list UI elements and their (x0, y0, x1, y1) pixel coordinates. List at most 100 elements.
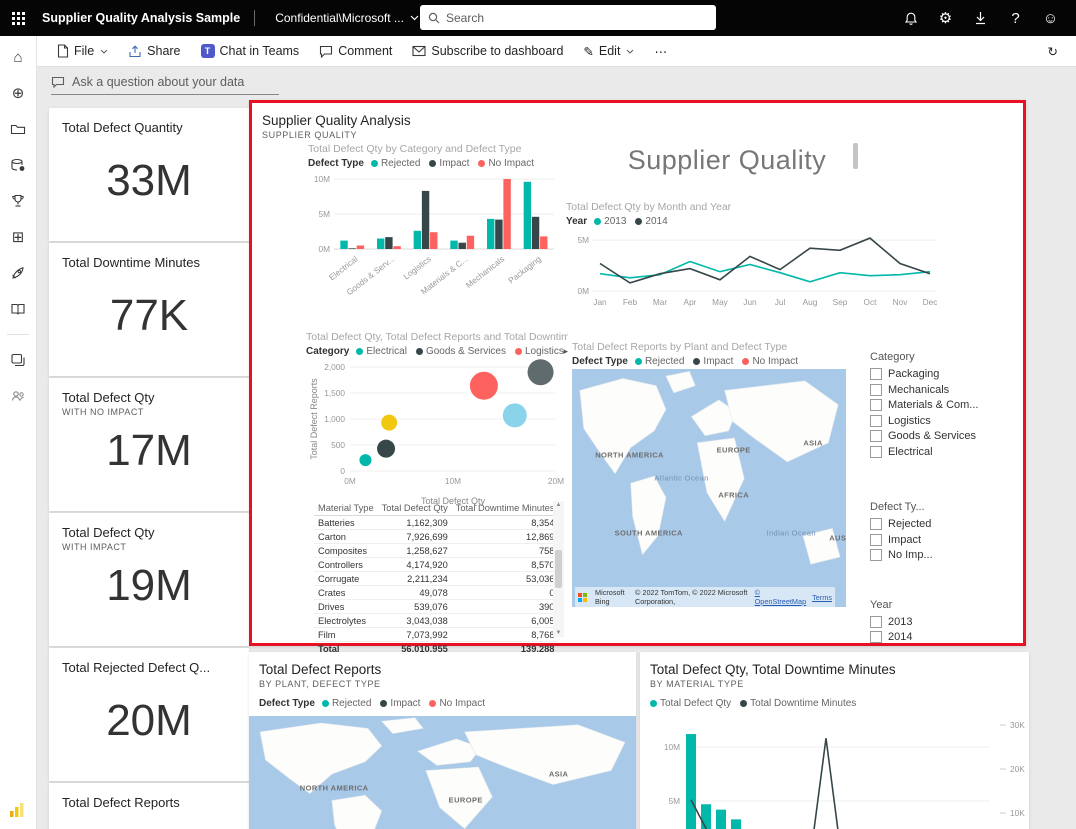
column-header[interactable]: Material Type (314, 501, 378, 516)
legend-item[interactable]: Total Downtime Minutes (740, 698, 856, 709)
slicer-checkbox-item[interactable]: Electrical (870, 445, 1020, 458)
line-chart[interactable]: 0M 5M Jan Feb Mar Apr May Jun Jul Aug Sep Oct Nov Dec (566, 229, 946, 319)
slicer-checkbox-item[interactable]: No Imp... (870, 549, 1020, 561)
table-row[interactable]: Drives 539,076 390 (314, 599, 559, 614)
kpi-tile-defect-qty-no-impact[interactable]: Total Defect Qty WITH NO IMPACT 17M (49, 378, 249, 511)
table-row[interactable]: Composites 1,258,627 758 (314, 543, 559, 558)
nav-my-workspace-button[interactable] (6, 385, 30, 407)
world-map-visual[interactable]: NORTH AMERICA EUROPE ASIA Atlantic Ocean AFR… (572, 369, 846, 607)
global-search-input[interactable]: Search (420, 5, 716, 30)
slicer-checkbox-item[interactable]: Packaging (870, 368, 1020, 380)
world-map-visual[interactable]: Pacific OceanNORTH AMERICAEUROPEASIAAtla… (249, 716, 636, 829)
help-button[interactable]: ? (998, 0, 1033, 36)
slicer-checkbox-item[interactable]: Rejected (870, 518, 1020, 530)
legend-item[interactable]: Logistics (514, 346, 564, 357)
bar-chart[interactable]: 0M 5M 10M Electrical Goods & Serv... Logistic… (308, 171, 566, 316)
checkbox[interactable] (870, 414, 882, 427)
nav-apps-button[interactable]: ⊞ (6, 226, 30, 248)
subscribe-button[interactable]: Subscribe to dashboard (404, 40, 571, 62)
nav-browse-button[interactable] (6, 118, 30, 140)
main-dashboard-tile-supplier-quality[interactable]: Supplier Quality Analysis SUPPLIER QUALI… (249, 100, 1026, 673)
slicer-checkbox-item[interactable]: Goods & Services (870, 430, 1020, 442)
file-menu-button[interactable]: File (49, 40, 116, 62)
legend-item[interactable]: Total Defect Qty (650, 698, 731, 709)
feedback-button[interactable]: ☺ (1033, 0, 1068, 36)
notifications-button[interactable] (893, 0, 928, 36)
settings-button[interactable]: ⚙ (928, 0, 963, 36)
scroll-down-icon[interactable]: ▼ (555, 630, 562, 636)
legend-item[interactable]: Impact (380, 698, 420, 709)
tile-scrollbar-thumb[interactable] (853, 143, 858, 169)
checkbox[interactable] (870, 430, 882, 442)
legend-overflow-arrow[interactable]: ▸ (563, 346, 568, 356)
nav-learn-button[interactable] (6, 298, 30, 320)
legend-item[interactable]: Impact (429, 158, 469, 169)
table-row[interactable]: Electrolytes 3,043,038 6,005 (314, 613, 559, 628)
legend-item[interactable]: No Impact (429, 698, 485, 709)
checkbox[interactable] (870, 615, 882, 628)
column-header[interactable]: Total Downtime Minutes (451, 501, 559, 516)
kpi-tile-total-rejected-defect-qty[interactable]: Total Rejected Defect Q... 20M (49, 648, 249, 781)
legend-item[interactable]: Goods & Services (415, 346, 506, 357)
scrollbar-thumb[interactable] (555, 550, 562, 588)
nav-datahub-button[interactable] (6, 154, 30, 176)
slicer-checkbox-item[interactable]: Logistics (870, 414, 1020, 427)
column-header[interactable]: Total Defect Qty (377, 501, 452, 516)
scatter-chart[interactable]: 0 500 1,000 1,500 2,000 0M 10M 20M Total Defect … (306, 359, 568, 514)
app-launcher-button[interactable] (0, 0, 36, 36)
legend-item[interactable]: 2013 (594, 216, 626, 227)
table-row[interactable]: Batteries 1,162,309 8,354 (314, 515, 559, 530)
refresh-button[interactable]: ↻ (1040, 40, 1066, 63)
checkbox[interactable] (870, 518, 882, 530)
legend-item[interactable]: No Impact (478, 158, 534, 169)
legend-item[interactable]: Rejected (370, 158, 420, 169)
legend-item[interactable]: No Impact (742, 356, 798, 367)
terms-link[interactable]: Terms (812, 592, 832, 602)
slicer-checkbox-item[interactable]: Mechanicals (870, 383, 1020, 396)
nav-metrics-button[interactable] (6, 190, 30, 212)
download-button[interactable] (963, 0, 998, 36)
slicer-checkbox-item[interactable]: Materials & Com... (870, 399, 1020, 411)
scroll-up-icon[interactable]: ▲ (555, 502, 562, 508)
table-row[interactable]: Corrugate 2,211,234 53,036 (314, 571, 559, 586)
share-button[interactable]: Share (120, 40, 188, 62)
kpi-tile-total-defect-quantity[interactable]: Total Defect Quantity 33M (49, 108, 249, 241)
checkbox[interactable] (870, 399, 882, 411)
nav-home-button[interactable]: ⌂ (6, 46, 30, 68)
nav-workspaces-button[interactable] (6, 349, 30, 371)
qna-input[interactable]: Ask a question about your data (51, 75, 279, 95)
table-row[interactable]: Crates 49,078 0 (314, 585, 559, 600)
checkbox[interactable] (870, 631, 882, 643)
nav-pipelines-button[interactable] (6, 262, 30, 284)
legend-item[interactable]: 2014 (635, 216, 668, 227)
nav-create-button[interactable]: ⊕ (6, 82, 30, 104)
table-row[interactable]: Film 7,073,992 8,768 (314, 627, 559, 642)
edit-button[interactable]: ✎ Edit (575, 40, 642, 63)
legend-item[interactable]: Rejected (321, 698, 371, 709)
kpi-tile-total-downtime-minutes[interactable]: Total Downtime Minutes 77K (49, 243, 249, 376)
checkbox[interactable] (870, 383, 882, 396)
tile-total-defect-reports-map[interactable]: Total Defect Reports BY PLANT, DEFECT TY… (249, 652, 636, 829)
tile-defect-qty-downtime-combo[interactable]: Total Defect Qty, Total Downtime Minutes… (640, 652, 1029, 829)
table-scrollbar[interactable]: ▲ ▼ (553, 501, 564, 637)
chat-in-teams-button[interactable]: T Chat in Teams (193, 40, 308, 62)
checkbox[interactable] (870, 533, 882, 546)
combo-chart[interactable]: 5M 10M 10K 20K 30K (640, 714, 1029, 829)
slicer-checkbox-item[interactable]: 2013 (870, 615, 1020, 628)
legend-item[interactable]: Impact (693, 356, 733, 367)
slicer-checkbox-item[interactable]: 2014 (870, 631, 1020, 643)
kpi-tile-defect-qty-with-impact[interactable]: Total Defect Qty WITH IMPACT 19M (49, 513, 249, 646)
checkbox[interactable] (870, 445, 882, 458)
table-row[interactable]: Controllers 4,174,920 8,570 (314, 557, 559, 572)
table-row[interactable]: Carton 7,926,699 12,869 (314, 529, 559, 544)
checkbox[interactable] (870, 549, 882, 561)
legend-item[interactable]: Rejected (634, 356, 684, 367)
kpi-tile-total-defect-reports[interactable]: Total Defect Reports (49, 783, 249, 829)
legend-item[interactable]: Electrical (356, 346, 407, 357)
more-options-button[interactable]: ⋯ (646, 40, 675, 63)
osm-link[interactable]: © OpenStreetMap (754, 588, 807, 606)
slicer-checkbox-item[interactable]: Impact (870, 533, 1020, 546)
sensitivity-label-button[interactable]: Confidential\Microsoft ... (269, 10, 425, 26)
comment-button[interactable]: Comment (311, 40, 400, 62)
checkbox[interactable] (870, 368, 882, 380)
